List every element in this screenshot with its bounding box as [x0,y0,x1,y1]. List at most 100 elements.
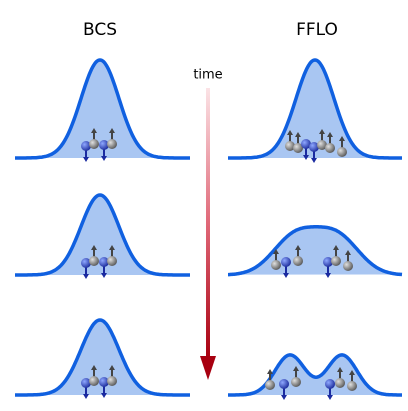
fill-area [15,320,190,395]
spin-arrow-head [109,128,115,133]
spin-arrow-head [333,245,339,250]
spin-arrow-head [327,395,333,400]
particle [325,132,335,153]
spin-arrow-head [273,249,279,254]
particle [99,140,109,161]
spin-arrow-head [295,245,301,250]
ball [265,380,275,390]
curve [227,225,403,277]
particle [317,129,327,150]
particle [81,378,91,399]
particle [309,142,319,163]
particle [301,139,311,160]
spin-arrow-head [281,395,287,400]
spin-arrow-head [327,132,333,137]
ball [317,140,327,150]
spin-arrow-head [109,365,115,370]
spin-arrow-head [91,365,97,370]
ball [281,257,291,267]
ball [293,143,303,153]
spin-arrow-head [267,369,273,374]
particle [293,245,303,266]
ball [89,139,99,149]
column-title: BCS [83,20,117,40]
curve [14,318,191,397]
ball [331,256,341,266]
ball [81,378,91,388]
spin-arrow-head [101,393,107,398]
spin-arrow-head [339,136,345,141]
particle [331,245,341,266]
ball [323,257,333,267]
particle [293,132,303,153]
particle [279,379,289,400]
ball [99,377,109,387]
ball [89,256,99,266]
ball [337,147,347,157]
ball [99,257,109,267]
column-title: FFLO [296,20,338,40]
spin-arrow-head [325,273,331,278]
fill-area [228,226,402,275]
ball [309,142,319,152]
spin-arrow-head [319,129,325,134]
ball [271,260,281,270]
curve [227,58,403,160]
fill-area [15,195,190,275]
time-arrow-head [200,356,216,380]
spin-arrow-head [293,366,299,371]
curve [14,58,191,160]
time-label: time [193,68,222,83]
fill-area [228,60,402,158]
fill-area [228,354,402,395]
particle [337,136,347,157]
spin-arrow-head [101,273,107,278]
curve [14,193,191,277]
particle [343,250,353,271]
ball [107,139,117,149]
particle [81,258,91,279]
particle [89,245,99,266]
spin-arrow-head [303,155,309,160]
spin-arrow-head [101,156,107,161]
particle [107,245,117,266]
spin-arrow-head [337,367,343,372]
particle [325,379,335,400]
spin-arrow-head [311,158,317,163]
ball [325,379,335,389]
spin-arrow-head [109,245,115,250]
particle [99,257,109,278]
ball [325,143,335,153]
spin-arrow-head [287,130,293,135]
particle [323,257,333,278]
ball [285,141,295,151]
spin-arrow-head [83,394,89,399]
particle [291,366,301,387]
curve [227,353,403,397]
particle [107,365,117,386]
particle [335,367,345,388]
particle [89,128,99,149]
ball [347,381,357,391]
spin-arrow-head [345,250,351,255]
particle [99,377,109,398]
ball [343,261,353,271]
ball [301,139,311,149]
spin-arrow-head [83,157,89,162]
spin-arrow-head [83,274,89,279]
time-arrow-shaft [206,88,210,358]
ball [279,379,289,389]
particle [271,249,281,270]
particle [81,141,91,162]
fill-area [15,60,190,158]
ball [81,258,91,268]
spin-arrow-head [91,128,97,133]
spin-arrow-head [295,132,301,137]
spin-arrow-head [91,245,97,250]
ball [293,256,303,266]
spin-arrow-head [283,273,289,278]
particle [285,130,295,151]
ball [335,378,345,388]
ball [81,141,91,151]
spin-arrow-head [349,370,355,375]
